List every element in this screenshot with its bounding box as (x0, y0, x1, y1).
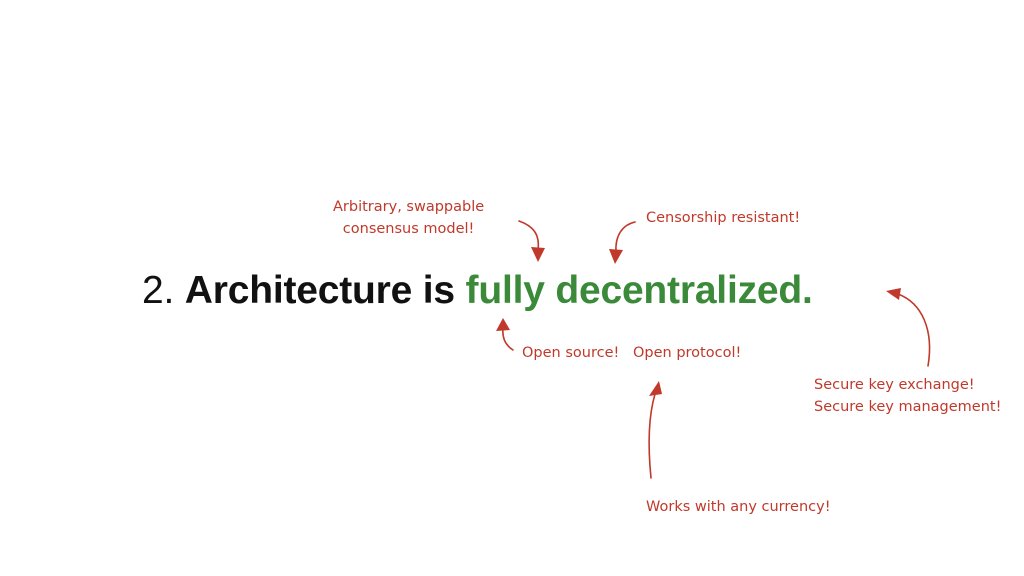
arrow-keys-head-icon (886, 288, 901, 300)
annotation-censorship: Censorship resistant! (646, 207, 800, 229)
annotation-currency-text: Works with any currency! (646, 499, 831, 515)
annotation-censorship-text: Censorship resistant! (646, 210, 801, 226)
annotation-keys-line-2: Secure key management! (814, 399, 1002, 415)
annotation-consensus-line-2: consensus model! (342, 221, 475, 237)
arrow-open-source-head-icon (496, 318, 510, 331)
annotation-open-protocol: Open protocol! (633, 342, 741, 364)
annotation-keys-line-1: Secure key exchange! (814, 377, 975, 393)
annotation-keys: Secure key exchange! Secure key manageme… (814, 374, 1001, 418)
arrow-currency (648, 393, 656, 479)
arrow-censorship-head-icon (609, 249, 623, 264)
arrow-keys (897, 293, 931, 367)
arrow-currency-head-icon (649, 381, 662, 396)
headline-lead: Architecture is (184, 269, 455, 312)
arrow-censorship (615, 221, 636, 253)
annotation-consensus: Arbitrary, swappable consensus model! (333, 196, 484, 240)
annotation-currency: Works with any currency! (646, 496, 831, 518)
arrow-consensus (518, 220, 540, 251)
headline-number: 2. (142, 269, 175, 312)
headline: 2. Architecture is fully decentralized. (142, 266, 813, 316)
arrow-consensus-head-icon (531, 247, 545, 262)
annotation-consensus-line-1: Arbitrary, swappable (333, 199, 485, 215)
arrow-open-source (502, 327, 514, 351)
headline-accent: fully decentralized. (465, 269, 813, 312)
annotation-open-source: Open source! (522, 342, 619, 364)
annotation-open-protocol-text: Open protocol! (633, 345, 742, 361)
annotation-open-source-text: Open source! (522, 345, 620, 361)
